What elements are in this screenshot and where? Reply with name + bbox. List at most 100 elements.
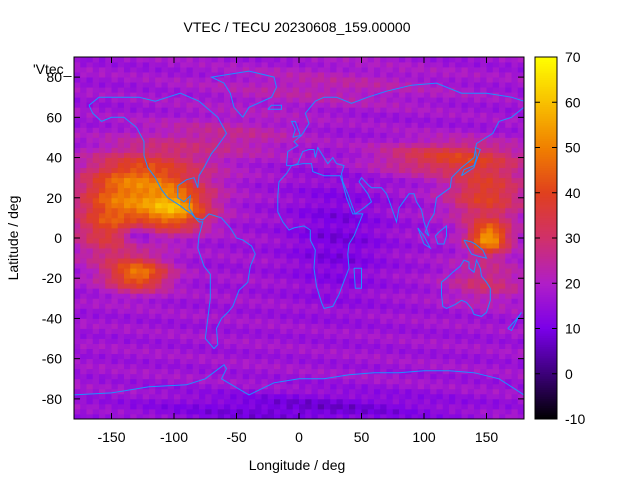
heatmap-cell <box>405 383 412 390</box>
heatmap-cell <box>311 373 319 380</box>
heatmap-cell <box>167 403 175 410</box>
heatmap-cell <box>417 378 425 385</box>
heatmap-cell <box>99 82 106 88</box>
heatmap-cell <box>267 253 275 259</box>
heatmap-cell <box>167 57 175 63</box>
heatmap-cell <box>486 323 494 329</box>
heatmap-cell <box>430 112 437 118</box>
heatmap-cell <box>449 348 456 355</box>
heatmap-cell <box>267 182 275 189</box>
heatmap-cell <box>136 92 144 98</box>
heatmap-cell <box>99 162 106 169</box>
heatmap-cell <box>92 338 100 344</box>
heatmap-cell <box>230 248 237 254</box>
heatmap-cell <box>274 142 281 148</box>
heatmap-cell <box>399 132 406 138</box>
heatmap-cell <box>424 117 431 123</box>
heatmap-cell <box>455 403 462 410</box>
heatmap-cell <box>342 313 350 319</box>
heatmap-cell <box>311 318 319 324</box>
heatmap-cell <box>392 212 400 219</box>
heatmap-cell <box>99 72 106 78</box>
heatmap-cell <box>480 177 487 184</box>
heatmap-cell <box>199 122 206 128</box>
heatmap-cell <box>80 172 87 179</box>
heatmap-cell <box>117 92 125 98</box>
heatmap-cell <box>205 293 212 299</box>
heatmap-cell <box>411 338 419 344</box>
heatmap-cell <box>380 127 387 133</box>
heatmap-cell <box>480 112 487 118</box>
heatmap-cell <box>292 388 300 395</box>
heatmap-cell <box>349 92 356 98</box>
heatmap-cell <box>261 172 269 179</box>
heatmap-cell <box>130 238 137 244</box>
heatmap-cell <box>149 132 156 138</box>
heatmap-cell <box>117 398 125 405</box>
heatmap-cell <box>167 67 175 73</box>
heatmap-cell <box>174 408 181 415</box>
heatmap-cell <box>355 227 362 234</box>
heatmap-cell <box>205 318 212 324</box>
heatmap-cell <box>267 147 275 153</box>
heatmap-cell <box>405 177 412 184</box>
heatmap-cell <box>467 383 475 390</box>
heatmap-cell <box>292 167 300 174</box>
heatmap-cell <box>436 348 444 355</box>
heatmap-cell <box>380 217 387 224</box>
heatmap-cell <box>374 82 381 88</box>
heatmap-cell <box>161 152 169 158</box>
heatmap-cell <box>249 82 256 88</box>
heatmap-cell <box>205 222 212 229</box>
heatmap-cell <box>167 72 175 78</box>
heatmap-cell <box>317 318 325 324</box>
heatmap-cell <box>149 393 156 400</box>
heatmap-cell <box>230 333 237 339</box>
heatmap-cell <box>92 162 100 169</box>
heatmap-cell <box>299 172 306 179</box>
heatmap-cell <box>311 368 319 375</box>
heatmap-cell <box>242 368 250 375</box>
heatmap-cell <box>292 217 300 224</box>
heatmap-cell <box>299 268 306 274</box>
heatmap-cell <box>117 368 125 375</box>
heatmap-cell <box>317 413 325 420</box>
heatmap-cell <box>336 338 344 344</box>
heatmap-cell <box>374 227 381 234</box>
heatmap-cell <box>342 263 350 269</box>
heatmap-cell <box>311 122 319 128</box>
heatmap-cell <box>111 147 119 153</box>
heatmap-cell <box>317 202 325 209</box>
heatmap-cell <box>86 263 94 269</box>
heatmap-cell <box>205 403 212 410</box>
heatmap-cell <box>286 403 294 410</box>
heatmap-cell <box>436 202 444 209</box>
heatmap-cell <box>155 313 162 319</box>
heatmap-cell <box>299 222 306 229</box>
heatmap-cell <box>436 363 444 370</box>
heatmap-cell <box>417 398 425 405</box>
heatmap-cell <box>180 363 187 370</box>
heatmap-cell <box>467 132 475 138</box>
heatmap-cell <box>374 288 381 294</box>
heatmap-cell <box>99 222 106 229</box>
heatmap-cell <box>399 67 406 73</box>
heatmap-cell <box>199 127 206 133</box>
heatmap-cell <box>99 137 106 143</box>
heatmap-cell <box>192 187 200 194</box>
heatmap-cell <box>92 403 100 410</box>
heatmap-cell <box>74 353 81 360</box>
heatmap-cell <box>317 348 325 355</box>
heatmap-cell <box>92 283 100 289</box>
heatmap-cell <box>330 298 337 304</box>
heatmap-cell <box>117 217 125 224</box>
heatmap-cell <box>305 283 312 289</box>
heatmap-cell <box>80 202 87 209</box>
heatmap-cell <box>230 142 237 148</box>
heatmap-cell <box>205 358 212 365</box>
heatmap-cell <box>380 383 387 390</box>
heatmap-cell <box>136 393 144 400</box>
heatmap-cell <box>317 378 325 385</box>
heatmap-cell <box>261 248 269 254</box>
heatmap-cell <box>436 112 444 118</box>
